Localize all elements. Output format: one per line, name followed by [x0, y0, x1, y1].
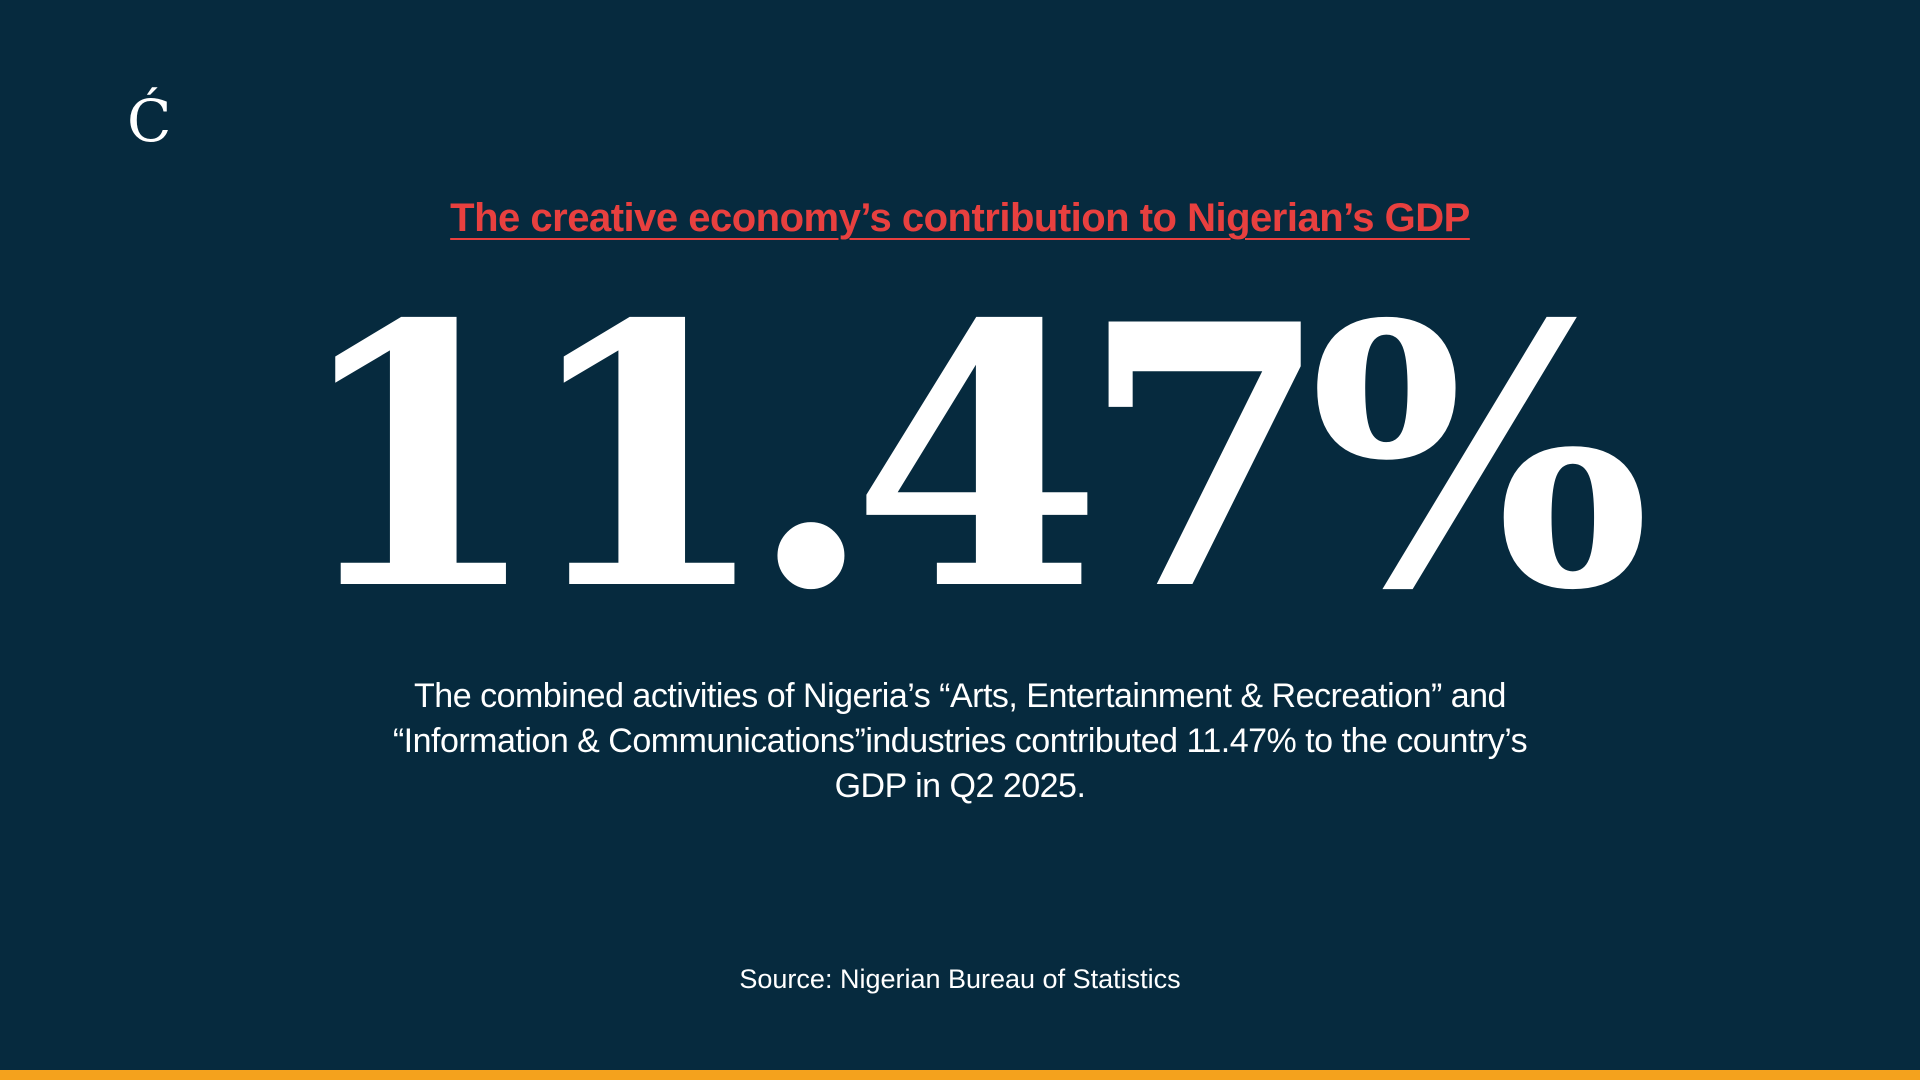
description-text: The combined activities of Nigeria’s “Ar… [392, 677, 1528, 805]
source-citation: Source: Nigerian Bureau of Statistics [739, 964, 1181, 994]
brand-logo: Ć [127, 87, 172, 155]
headline: The creative economy’s contribution to N… [450, 196, 1470, 240]
gdp-percentage-stat: 11.47% [291, 246, 1650, 669]
bottom-accent-bar [0, 1070, 1920, 1080]
